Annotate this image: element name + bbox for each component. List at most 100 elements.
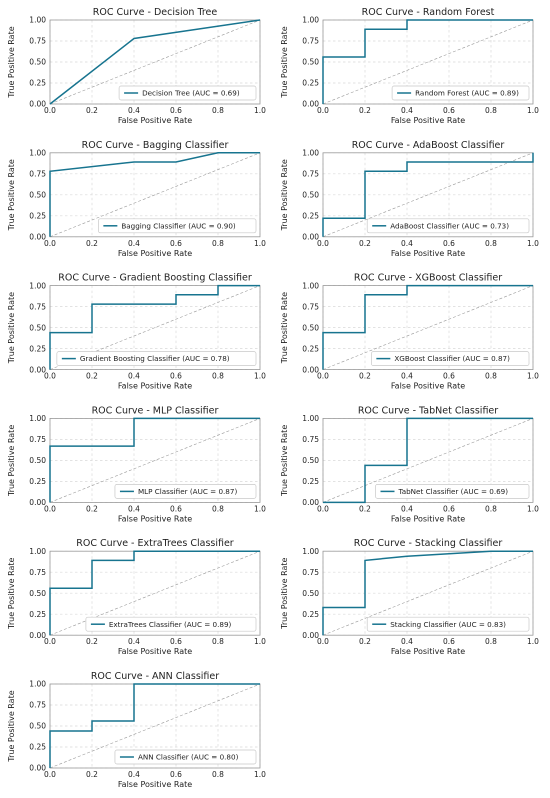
plot-frame [322, 550, 534, 636]
roc-panel-6: 0.0 0.2 0.4 0.6 0.8 1.0 0.00 0.25 0.50 0.75 1.00 RO… [280, 273, 539, 391]
legend: ExtraTrees Classifier (AUC = 0.89) [85, 616, 257, 632]
x-tick-label: 0.6 [170, 504, 182, 513]
legend: Decision Tree (AUC = 0.69) [118, 85, 257, 101]
chart-title: ROC Curve - ANN Classifier [91, 671, 219, 682]
chance-diagonal [322, 550, 534, 636]
y-tick-label: 1.00 [29, 281, 46, 290]
y-tick-label: 0.50 [302, 456, 319, 465]
roc-curve-line [49, 417, 260, 503]
y-tick-label: 0.50 [29, 58, 46, 67]
y-tick-label: 0.00 [302, 365, 319, 374]
x-tick-label: 0.6 [443, 637, 455, 646]
x-tick-label: 0.0 [317, 372, 329, 381]
chart-title: ROC Curve - Decision Tree [93, 7, 218, 18]
x-tick-label: 0.0 [44, 106, 56, 115]
x-tick-label: 0.2 [86, 504, 98, 513]
chart-title: ROC Curve - AdaBoost Classifier [352, 140, 505, 151]
y-tick-label: 0.50 [302, 58, 319, 67]
roc-panel-9: 0.0 0.2 0.4 0.6 0.8 1.0 0.00 0.25 0.50 0.75 1.00 RO… [7, 538, 266, 656]
x-tick-label: 0.4 [128, 106, 140, 115]
chart-title: ROC Curve - Stacking Classifier [354, 538, 503, 549]
legend-label: MLP Classifier (AUC = 0.87) [138, 487, 238, 496]
y-tick-label: 0.75 [302, 37, 319, 46]
x-tick-label: 0.2 [359, 504, 371, 513]
chance-diagonal [322, 285, 534, 370]
legend-box [366, 218, 530, 234]
legend-box [114, 484, 257, 499]
legend-box [97, 218, 257, 234]
y-tick-label: 0.75 [302, 568, 319, 577]
y-tick-label: 0.50 [29, 456, 46, 465]
y-tick-label: 0.75 [29, 701, 46, 710]
x-axis-label: False Positive Rate [118, 382, 192, 391]
x-tick-label: 0.2 [359, 106, 371, 115]
y-tick-label: 0.00 [29, 631, 46, 640]
y-tick-label: 0.75 [302, 302, 319, 311]
y-axis-label: True Positive Rate [280, 557, 289, 629]
x-axis-label: False Positive Rate [118, 514, 192, 523]
y-tick-label: 1.00 [302, 149, 319, 158]
y-tick-label: 0.25 [29, 79, 46, 88]
x-axis-label: False Positive Rate [118, 249, 192, 258]
y-tick-label: 0.75 [302, 170, 319, 179]
roc-curve-line [323, 417, 533, 504]
chart-title: ROC Curve - Bagging Classifier [82, 140, 229, 151]
x-tick-label: 0.8 [212, 637, 224, 646]
y-tick-label: 0.50 [29, 589, 46, 598]
x-tick-label: 0.4 [401, 239, 413, 248]
x-axis-label: False Positive Rate [118, 116, 192, 125]
legend: Bagging Classifier (AUC = 0.90) [97, 218, 257, 234]
legend-label: XGBoost Classifier (AUC = 0.87) [394, 354, 510, 363]
x-tick-label: 1.0 [254, 504, 266, 513]
legend-label: Random Forest (AUC = 0.89) [415, 89, 519, 98]
x-tick-label: 0.6 [170, 106, 182, 115]
legend-box [375, 484, 530, 499]
roc-panel-8: 0.0 0.2 0.4 0.6 0.8 1.0 0.00 0.25 0.50 0.75 1.00 RO… [280, 405, 539, 523]
legend-label: TabNet Classifier (AUC = 0.69) [398, 487, 509, 496]
y-axis-label: True Positive Rate [7, 557, 16, 629]
y-tick-label: 0.50 [29, 323, 46, 332]
y-tick-label: 0.00 [29, 100, 46, 109]
chart-title: ROC Curve - MLP Classifier [92, 405, 219, 416]
chart-title: ROC Curve - Gradient Boosting Classifier [58, 273, 252, 284]
y-tick-label: 0.50 [29, 191, 46, 200]
x-tick-label: 0.4 [401, 372, 413, 381]
x-tick-label: 1.0 [254, 770, 266, 779]
y-axis-label: True Positive Rate [280, 292, 289, 364]
roc-panel-7: 0.0 0.2 0.4 0.6 0.8 1.0 0.00 0.25 0.50 0.75 1.00 RO… [7, 405, 266, 523]
legend-label: Gradient Boosting Classifier (AUC = 0.78… [80, 354, 230, 363]
y-axis-label: True Positive Rate [7, 690, 16, 762]
legend: Random Forest (AUC = 0.89) [391, 85, 530, 101]
x-tick-label: 1.0 [527, 106, 539, 115]
x-tick-label: 0.6 [443, 106, 455, 115]
x-tick-label: 0.0 [317, 106, 329, 115]
x-tick-label: 0.4 [401, 637, 413, 646]
x-tick-label: 0.6 [443, 372, 455, 381]
x-tick-label: 0.0 [44, 372, 56, 381]
x-tick-label: 0.6 [170, 770, 182, 779]
y-tick-label: 1.00 [29, 16, 46, 25]
chance-diagonal [322, 152, 534, 238]
legend: TabNet Classifier (AUC = 0.69) [375, 484, 530, 499]
legend: ANN Classifier (AUC = 0.80) [114, 749, 257, 765]
x-tick-label: 0.6 [170, 372, 182, 381]
y-tick-label: 0.75 [29, 435, 46, 444]
x-tick-label: 1.0 [527, 504, 539, 513]
y-tick-label: 1.00 [29, 680, 46, 689]
y-tick-label: 1.00 [302, 414, 319, 423]
x-tick-label: 0.8 [485, 239, 497, 248]
legend-label: ANN Classifier (AUC = 0.80) [138, 753, 239, 762]
y-tick-label: 0.25 [302, 344, 319, 353]
x-axis-label: False Positive Rate [391, 249, 465, 258]
x-tick-label: 0.8 [212, 770, 224, 779]
x-tick-label: 0.6 [443, 239, 455, 248]
y-tick-label: 1.00 [29, 414, 46, 423]
chance-diagonal [49, 683, 261, 769]
x-tick-label: 0.0 [317, 504, 329, 513]
x-tick-label: 0.8 [485, 504, 497, 513]
legend-label: Decision Tree (AUC = 0.69) [142, 89, 240, 98]
chance-diagonal [322, 19, 534, 105]
y-tick-label: 0.00 [302, 498, 319, 507]
x-tick-label: 0.4 [128, 239, 140, 248]
roc-curve-line [49, 284, 260, 370]
